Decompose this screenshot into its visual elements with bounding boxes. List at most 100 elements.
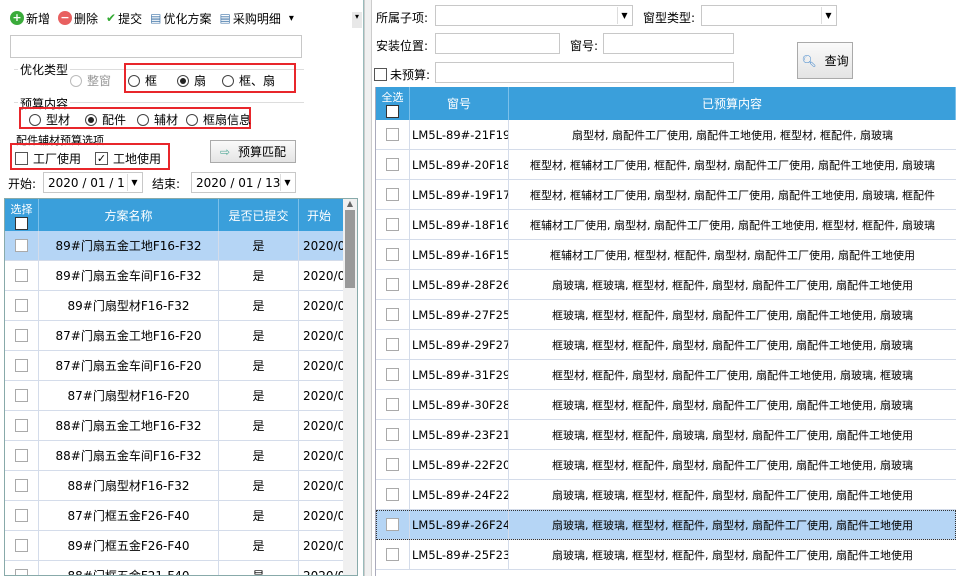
table-row[interactable]: LM5L-89#-25F23 扇玻璃, 框玻璃, 框型材, 框配件, 扇型材, …	[376, 540, 956, 570]
end-date-picker[interactable]: 2020 / 01 / 13 ▼	[191, 172, 296, 193]
row-checkbox[interactable]	[386, 128, 399, 141]
table-row[interactable]: LM5L-89#-30F28 框玻璃, 框型材, 框配件, 扇型材, 扇配件工厂…	[376, 390, 956, 420]
row-checkbox[interactable]	[386, 188, 399, 201]
table-row[interactable]: LM5L-89#-29F27 框玻璃, 框型材, 框配件, 扇型材, 扇配件工厂…	[376, 330, 956, 360]
table-row[interactable]: 87#门扇型材F16-F20 是 2020/0	[5, 381, 345, 411]
row-checkbox[interactable]	[15, 299, 28, 312]
table-row[interactable]: 88#门扇五金车间F16-F32 是 2020/0	[5, 441, 345, 471]
window-no-input[interactable]	[603, 33, 734, 54]
row-checkbox[interactable]	[386, 488, 399, 501]
budget-match-button[interactable]: ⇨ 预算匹配	[210, 140, 296, 163]
select-all-checkbox[interactable]	[15, 216, 28, 230]
unbudgeted-input[interactable]	[435, 62, 734, 83]
row-checkbox[interactable]	[386, 248, 399, 261]
col-window-no[interactable]: 窗号	[410, 87, 509, 120]
table-row[interactable]: 89#门框五金F26-F40 是 2020/0	[5, 531, 345, 561]
table-row[interactable]: LM5L-89#-20F18 框型材, 框辅材工厂使用, 框配件, 扇型材, 扇…	[376, 150, 956, 180]
col-budgeted-content[interactable]: 已预算内容	[509, 87, 956, 120]
more-dropdown[interactable]: ▾	[288, 12, 294, 24]
select-all-checkbox[interactable]	[386, 105, 399, 118]
table-row[interactable]: LM5L-89#-31F29 框型材, 框配件, 扇型材, 扇配件工厂使用, 扇…	[376, 360, 956, 390]
submit-button[interactable]: ✔ 提交	[106, 10, 142, 27]
scheme-name-input[interactable]	[10, 35, 302, 58]
col-start[interactable]: 开始	[307, 208, 332, 223]
start-date-picker[interactable]: 2020 / 01 / 1 ▼	[43, 172, 143, 193]
table-row[interactable]: 89#门扇五金车间F16-F32 是 2020/0	[5, 261, 345, 291]
row-checkbox[interactable]	[386, 398, 399, 411]
table-row[interactable]: LM5L-89#-27F25 框玻璃, 框型材, 框配件, 扇型材, 扇配件工厂…	[376, 300, 956, 330]
table-row[interactable]: 88#门扇型材F16-F32 是 2020/0	[5, 471, 345, 501]
row-checkbox[interactable]	[15, 569, 28, 575]
row-checkbox[interactable]	[386, 158, 399, 171]
radio-sash[interactable]: 扇	[177, 72, 206, 89]
table-row[interactable]: LM5L-89#-26F24 扇玻璃, 框玻璃, 框型材, 框配件, 扇型材, …	[376, 510, 956, 540]
toolbar-overflow-button[interactable]: ▾	[352, 12, 362, 28]
table-row[interactable]: LM5L-89#-18F16 框辅材工厂使用, 扇型材, 扇配件工厂使用, 扇配…	[376, 210, 956, 240]
table-row[interactable]: LM5L-89#-22F20 框玻璃, 框型材, 框配件, 扇型材, 扇配件工厂…	[376, 450, 956, 480]
radio-auxiliary[interactable]: 辅材	[137, 111, 178, 128]
scrollbar-thumb[interactable]	[345, 210, 355, 288]
row-checkbox[interactable]	[386, 338, 399, 351]
row-checkbox[interactable]	[15, 509, 28, 522]
row-checkbox[interactable]	[386, 518, 399, 531]
delete-button[interactable]: − 删除	[58, 10, 98, 27]
chevron-down-icon[interactable]: ▼	[127, 174, 141, 191]
window-type-label: 窗型类型:	[643, 11, 696, 25]
row-checkbox[interactable]	[15, 419, 28, 432]
chevron-down-icon[interactable]: ▼	[617, 7, 631, 24]
chevron-down-icon[interactable]: ▼	[821, 7, 835, 24]
table-row[interactable]: LM5L-89#-19F17 框型材, 框辅材工厂使用, 扇型材, 扇配件工厂使…	[376, 180, 956, 210]
table-row[interactable]: 89#门扇五金工地F16-F32 是 2020/0	[5, 231, 345, 261]
table-row[interactable]: 88#门扇五金工地F16-F32 是 2020/0	[5, 411, 345, 441]
table-row[interactable]: LM5L-89#-28F26 扇玻璃, 框玻璃, 框型材, 框配件, 扇型材, …	[376, 270, 956, 300]
table-row[interactable]: LM5L-89#-24F22 扇玻璃, 框玻璃, 框型材, 框配件, 扇型材, …	[376, 480, 956, 510]
table-row[interactable]: LM5L-89#-21F19 扇型材, 扇配件工厂使用, 扇配件工地使用, 框型…	[376, 120, 956, 150]
chevron-down-icon[interactable]: ▼	[280, 174, 294, 191]
add-button[interactable]: + 新增	[10, 10, 50, 27]
table-row[interactable]: 87#门扇五金车间F16-F20 是 2020/0	[5, 351, 345, 381]
vertical-scrollbar[interactable]: ▲	[343, 199, 357, 575]
radio-whole-window[interactable]: 整窗	[70, 72, 111, 89]
row-checkbox[interactable]	[15, 479, 28, 492]
row-checkbox[interactable]	[386, 458, 399, 471]
row-checkbox[interactable]	[386, 308, 399, 321]
radio-profile[interactable]: 型材	[29, 111, 70, 128]
table-row[interactable]: LM5L-89#-16F15 框辅材工厂使用, 框型材, 框配件, 扇型材, 扇…	[376, 240, 956, 270]
radio-frame[interactable]: 框	[128, 72, 157, 89]
unbudgeted-checkbox[interactable]: 未预算:	[374, 66, 430, 83]
row-checkbox[interactable]	[386, 218, 399, 231]
row-checkbox[interactable]	[15, 389, 28, 402]
row-checkbox[interactable]	[15, 539, 28, 552]
table-row[interactable]: LM5L-89#-23F21 框玻璃, 框型材, 框配件, 扇玻璃, 扇型材, …	[376, 420, 956, 450]
row-checkbox[interactable]	[386, 548, 399, 561]
scroll-up-arrow[interactable]: ▲	[346, 199, 354, 208]
table-row[interactable]: 87#门扇五金工地F16-F20 是 2020/0	[5, 321, 345, 351]
row-checkbox[interactable]	[386, 428, 399, 441]
row-checkbox[interactable]	[15, 269, 28, 282]
row-checkbox[interactable]	[15, 359, 28, 372]
row-select-cell	[376, 360, 410, 389]
optimize-button[interactable]: ▤ 优化方案	[150, 10, 211, 27]
grid-body: 89#门扇五金工地F16-F32 是 2020/0 89#门扇五金车间F16-F…	[5, 231, 357, 575]
location-input[interactable]	[435, 33, 560, 54]
table-row[interactable]: 87#门框五金F26-F40 是 2020/0	[5, 501, 345, 531]
col-scheme-name[interactable]: 方案名称	[39, 199, 219, 231]
row-checkbox[interactable]	[15, 449, 28, 462]
subitem-combo[interactable]: ▼	[435, 5, 633, 26]
radio-frame-sash[interactable]: 框、扇	[222, 72, 275, 89]
factory-use-checkbox[interactable]: 工厂使用	[15, 150, 81, 167]
row-checkbox[interactable]	[15, 329, 28, 342]
query-button[interactable]: 🔍︎ 查询	[797, 42, 853, 79]
col-submitted[interactable]: 是否已提交	[219, 199, 299, 231]
row-checkbox[interactable]	[15, 239, 28, 252]
splitter[interactable]	[364, 0, 372, 576]
site-use-checkbox[interactable]: ✓ 工地使用	[95, 150, 161, 167]
row-checkbox[interactable]	[386, 368, 399, 381]
table-row[interactable]: 88#门框五金F21-F40 是 2020/0	[5, 561, 345, 575]
window-type-combo[interactable]: ▼	[701, 5, 837, 26]
radio-frame-sash-info[interactable]: 框扇信息	[186, 111, 251, 128]
row-checkbox[interactable]	[386, 278, 399, 291]
purchase-button[interactable]: ▤ 采购明细	[219, 10, 280, 27]
table-row[interactable]: 89#门扇型材F16-F32 是 2020/0	[5, 291, 345, 321]
radio-hardware[interactable]: 配件	[85, 111, 126, 128]
